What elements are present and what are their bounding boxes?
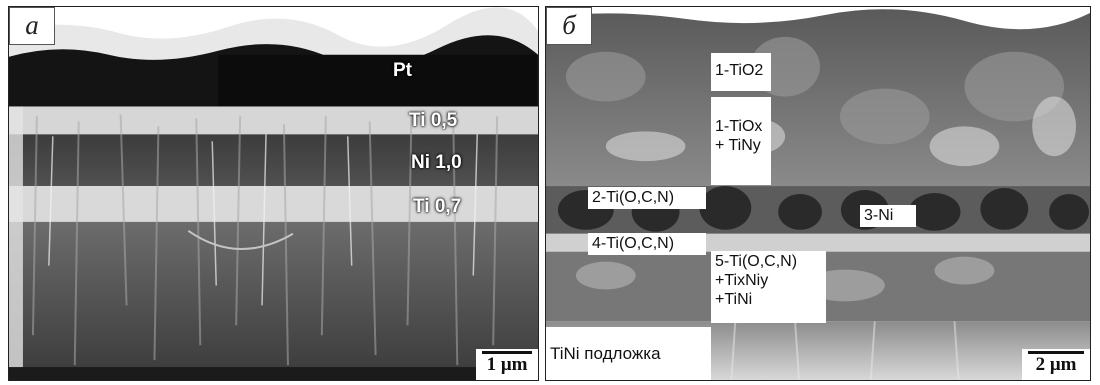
micrograph-panel-b: б 1-TiO2 1-TiOx + TiNy 2-Ti(O,C,N) 3-Ni … [545,6,1091,381]
scale-bar-label: 2 μm [1035,354,1077,375]
label-4-ti-ocn: 4-Ti(O,C,N) [588,233,706,255]
scale-bar-label: 1 μm [486,354,528,375]
label-2-ti-ocn: 2-Ti(O,C,N) [588,187,706,209]
label-pt: Pt [393,60,412,81]
label-3-ni: 3-Ni [860,205,916,227]
label-ti-05: Ti 0,5 [409,110,458,131]
label-5-ti-ocn-tixniy-tini: 5-Ti(O,C,N) +TixNiy +TiNi [711,251,826,323]
sem-image-a [9,7,538,380]
label-tio2: 1-TiO2 [711,53,771,91]
micrograph-panel-a: a Pt Ti 0,5 Ni 1,0 Ti 0,7 1 μm [8,6,539,381]
panel-letter-b: б [546,7,592,45]
scale-bar-line [482,351,532,354]
label-tini-substrate: TiNi подложка [546,327,711,380]
label-ti-07: Ti 0,7 [413,196,462,217]
scale-bar-line [1028,351,1084,354]
panel-letter-a: a [9,7,55,45]
label-tiox-tiny: 1-TiOx + TiNy [711,97,771,185]
scale-bar-b: 2 μm [1022,349,1090,380]
label-ni-10: Ni 1,0 [411,152,462,173]
scale-bar-a: 1 μm [476,349,538,380]
